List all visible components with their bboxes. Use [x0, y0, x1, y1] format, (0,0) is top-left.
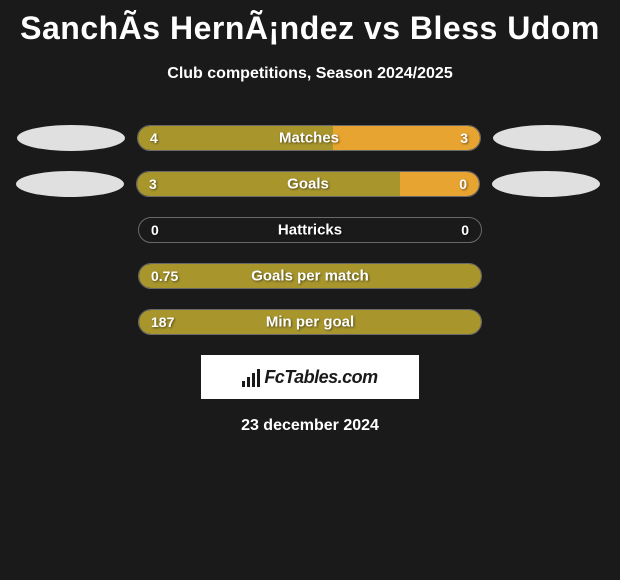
comparison-chart: 4 Matches 3 3 Goals 0 0 Hattricks 0 0.75 Goals per…	[0, 125, 620, 335]
stat-bar: 187 Min per goal	[138, 309, 482, 335]
date-label: 23 december 2024	[0, 417, 620, 435]
stat-row: 187 Min per goal	[0, 309, 620, 335]
spacer	[494, 309, 602, 335]
stat-left-value: 4	[150, 130, 158, 146]
stat-label: Goals per match	[251, 268, 369, 285]
spacer	[494, 217, 602, 243]
stat-right-value: 3	[460, 130, 468, 146]
stat-left-value: 0	[151, 222, 159, 238]
stat-left-value: 187	[151, 314, 174, 330]
stat-label: Hattricks	[278, 222, 342, 239]
spacer	[18, 263, 126, 289]
stat-row: 0.75 Goals per match	[0, 263, 620, 289]
logo-text: FcTables.com	[264, 367, 377, 388]
bar-right-fill	[333, 126, 480, 150]
stat-right-value: 0	[459, 176, 467, 192]
player-right-marker	[492, 171, 600, 197]
stat-right-value: 0	[461, 222, 469, 238]
bar-left-fill	[137, 172, 400, 196]
player-right-marker	[493, 125, 601, 151]
stat-label: Goals	[287, 176, 329, 193]
stat-left-value: 3	[149, 176, 157, 192]
stat-label: Matches	[279, 130, 339, 147]
spacer	[494, 263, 602, 289]
stat-row: 4 Matches 3	[0, 125, 620, 151]
spacer	[18, 217, 126, 243]
stat-bar: 4 Matches 3	[137, 125, 481, 151]
stat-label: Min per goal	[266, 314, 354, 331]
stat-bar: 3 Goals 0	[136, 171, 480, 197]
page-title: SanchÃ­s HernÃ¡ndez vs Bless Udom	[0, 0, 620, 47]
stat-row: 3 Goals 0	[0, 171, 620, 197]
stat-row: 0 Hattricks 0	[0, 217, 620, 243]
logo-box: FcTables.com	[201, 355, 419, 399]
stat-left-value: 0.75	[151, 268, 178, 284]
spacer	[18, 309, 126, 335]
player-left-marker	[17, 125, 125, 151]
player-left-marker	[16, 171, 124, 197]
stat-bar: 0 Hattricks 0	[138, 217, 482, 243]
page-subtitle: Club competitions, Season 2024/2025	[0, 65, 620, 83]
logo-chart-icon	[242, 367, 260, 387]
stat-bar: 0.75 Goals per match	[138, 263, 482, 289]
